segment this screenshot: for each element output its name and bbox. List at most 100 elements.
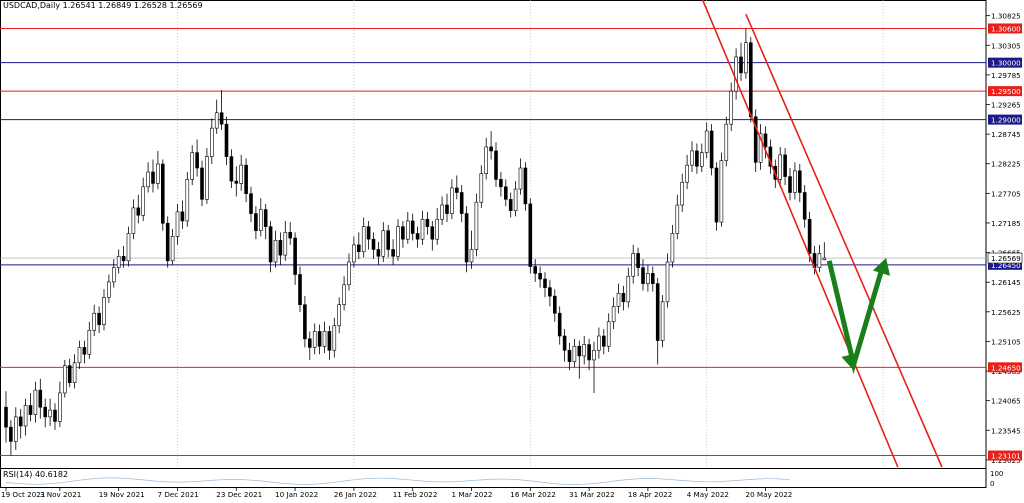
candle bbox=[601, 329, 606, 355]
candle bbox=[161, 159, 165, 231]
candle bbox=[626, 267, 631, 308]
candle-body bbox=[170, 236, 175, 262]
candle-body bbox=[175, 211, 180, 237]
candle bbox=[533, 259, 538, 282]
candle-body bbox=[793, 170, 797, 193]
candle bbox=[239, 154, 243, 191]
candle bbox=[283, 220, 288, 261]
candle-body bbox=[695, 150, 699, 167]
candle-body bbox=[229, 156, 234, 182]
candle-body bbox=[528, 203, 533, 267]
candle bbox=[469, 230, 474, 269]
candle-body bbox=[67, 365, 72, 384]
level-label-text: 1.30000 bbox=[991, 59, 1021, 68]
candle bbox=[200, 160, 204, 207]
candle bbox=[778, 146, 783, 187]
candle bbox=[587, 338, 591, 371]
candle bbox=[763, 126, 768, 159]
candle bbox=[195, 139, 199, 177]
candle-body bbox=[23, 405, 28, 427]
level-label: 1.24650 bbox=[988, 362, 1022, 373]
x-tick-label: 11 Feb 2022 bbox=[393, 490, 438, 499]
candle bbox=[273, 230, 278, 268]
candle bbox=[528, 198, 533, 274]
candle bbox=[332, 317, 337, 358]
candle-body bbox=[783, 154, 787, 177]
candle-body bbox=[77, 347, 82, 364]
candle bbox=[170, 228, 175, 265]
candle bbox=[151, 159, 155, 193]
candle bbox=[23, 398, 28, 436]
candle-body bbox=[366, 226, 371, 240]
candle-body bbox=[224, 123, 229, 157]
candle bbox=[342, 276, 346, 311]
candle-body bbox=[258, 209, 263, 231]
level-label-text: 1.30600 bbox=[991, 24, 1021, 33]
candle bbox=[650, 266, 655, 292]
candle bbox=[753, 109, 758, 172]
candle bbox=[543, 272, 547, 298]
candle bbox=[317, 324, 322, 355]
candle-body bbox=[141, 186, 145, 216]
candle-body bbox=[401, 226, 405, 240]
level-label-box bbox=[988, 23, 1022, 34]
candle bbox=[802, 185, 807, 228]
candle-body bbox=[14, 416, 18, 442]
candle bbox=[72, 354, 77, 389]
candle-body bbox=[48, 409, 52, 418]
candle-body bbox=[822, 257, 827, 260]
candle-body bbox=[626, 275, 631, 303]
x-tick-label: 19 Nov 2021 bbox=[99, 490, 145, 499]
candle-body bbox=[567, 349, 572, 362]
y-tick-label: 1.28225 bbox=[991, 160, 1021, 169]
candle bbox=[210, 118, 214, 165]
candle bbox=[141, 177, 145, 221]
candle-body bbox=[342, 284, 346, 305]
candle-body bbox=[778, 154, 783, 180]
candle-body bbox=[337, 304, 342, 327]
candle-body bbox=[597, 335, 601, 351]
current-price-label: 1.26569 bbox=[987, 252, 1023, 264]
candle-body bbox=[72, 362, 77, 384]
candle bbox=[548, 280, 552, 307]
candle bbox=[386, 224, 391, 258]
x-tick-label: 19 Oct 2021 bbox=[1, 490, 45, 499]
candle-body bbox=[312, 331, 317, 348]
candle bbox=[62, 359, 67, 398]
candle bbox=[254, 206, 258, 240]
candle bbox=[606, 313, 611, 352]
candle bbox=[793, 162, 797, 200]
candle bbox=[797, 164, 802, 203]
candle-body bbox=[161, 163, 165, 224]
candle-body bbox=[445, 204, 449, 214]
y-tick-label: 1.29785 bbox=[991, 71, 1021, 80]
candle-body bbox=[758, 133, 763, 163]
candle-body bbox=[327, 331, 332, 351]
candle-body bbox=[4, 406, 8, 428]
candle-body bbox=[214, 112, 219, 129]
candle-body bbox=[239, 164, 243, 184]
candle-body bbox=[165, 222, 170, 262]
candle bbox=[4, 391, 8, 443]
y-tick-label: 1.30825 bbox=[991, 12, 1021, 21]
candle bbox=[307, 331, 312, 360]
candle bbox=[670, 224, 675, 268]
candle bbox=[484, 137, 489, 180]
candle bbox=[695, 143, 699, 174]
candle bbox=[758, 124, 763, 170]
candle bbox=[263, 203, 268, 240]
x-tick-label: 10 Jan 2022 bbox=[275, 490, 318, 499]
y-tick-label: 1.26145 bbox=[991, 278, 1021, 287]
candle-body bbox=[131, 207, 136, 234]
candle-body bbox=[592, 349, 596, 361]
candle-body bbox=[469, 249, 474, 263]
level-label-text: 1.29000 bbox=[991, 116, 1021, 125]
candle-body bbox=[361, 226, 366, 253]
candle-body bbox=[543, 278, 547, 288]
candle bbox=[229, 149, 234, 188]
candle bbox=[391, 239, 395, 265]
